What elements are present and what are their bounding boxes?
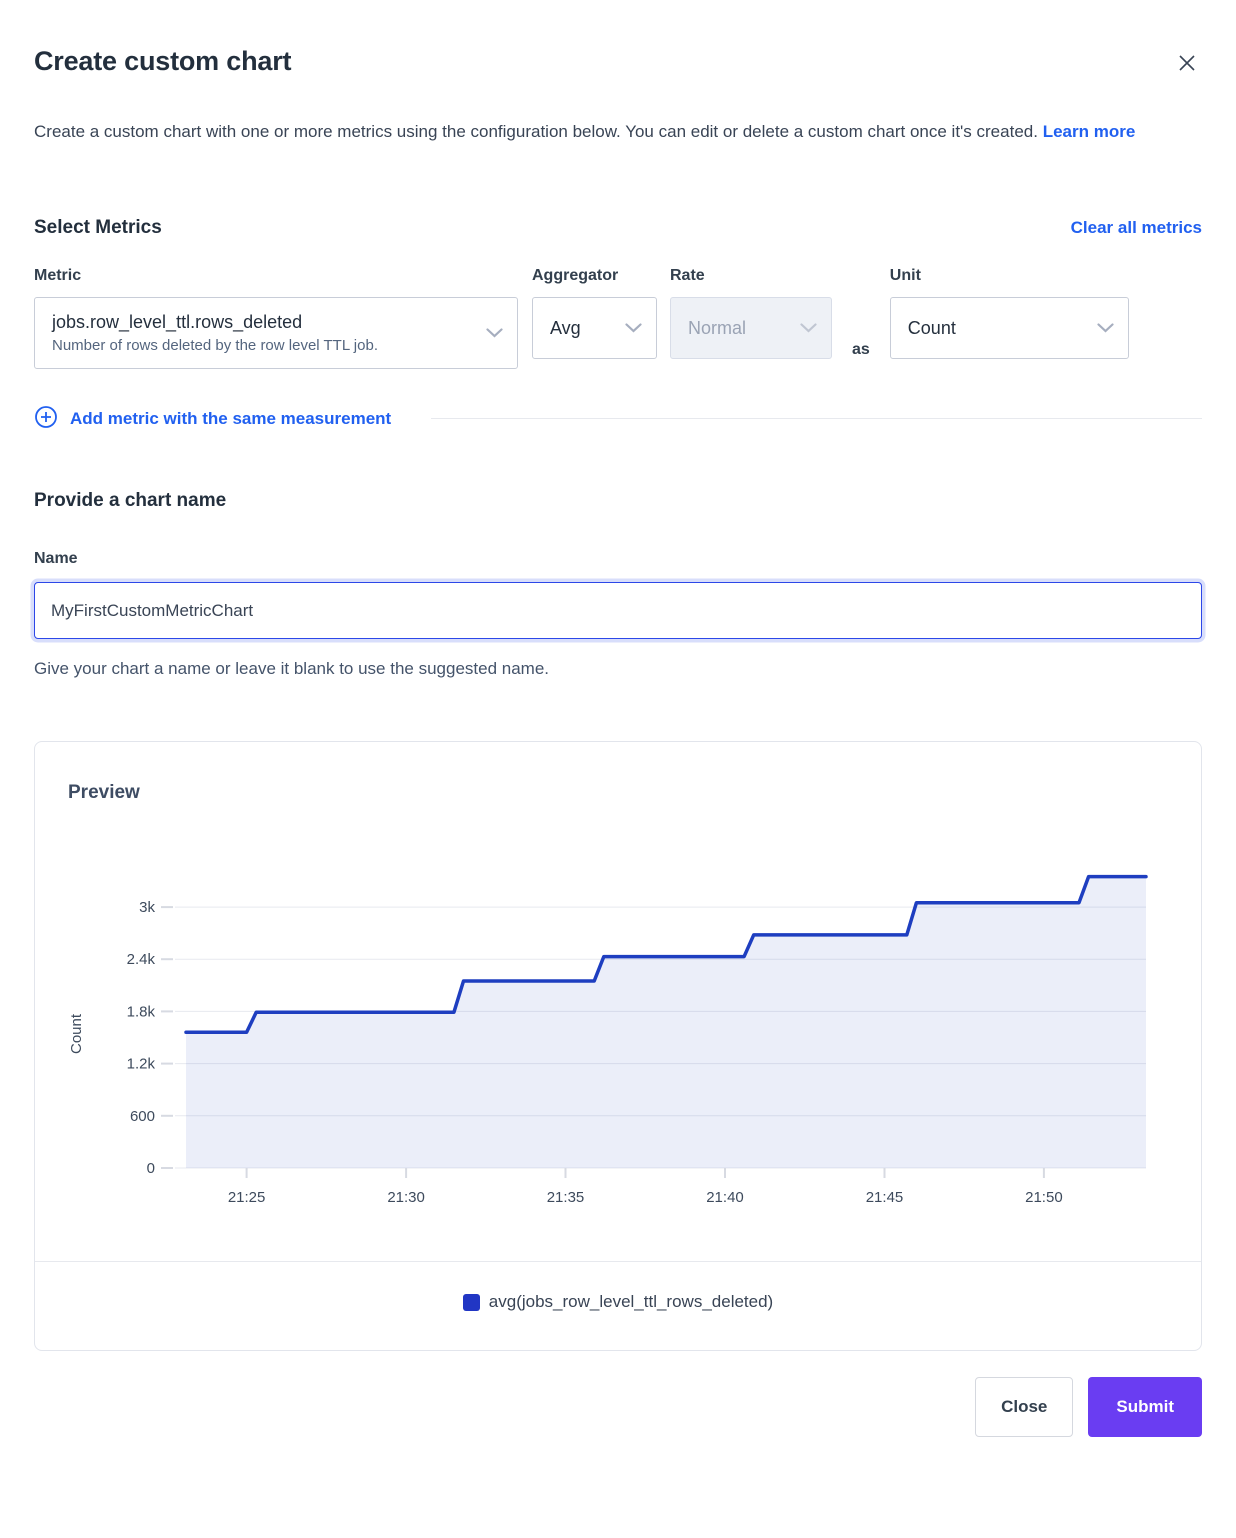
svg-text:21:35: 21:35 <box>547 1189 585 1206</box>
intro-text: Create a custom chart with one or more m… <box>34 112 1202 151</box>
add-metric-button[interactable]: Add metric with the same measurement <box>34 405 391 432</box>
svg-text:0: 0 <box>147 1160 155 1177</box>
rate-select-value: Normal <box>688 317 747 338</box>
name-input[interactable] <box>34 582 1202 639</box>
page-title: Create custom chart <box>34 46 292 76</box>
svg-text:21:25: 21:25 <box>228 1189 266 1206</box>
close-dialog-button[interactable]: Close <box>975 1377 1074 1437</box>
clear-all-metrics-link[interactable]: Clear all metrics <box>1070 218 1202 237</box>
chevron-down-icon <box>800 323 817 333</box>
rate-label: Rate <box>670 267 705 284</box>
chart-legend: avg(jobs_row_level_ttl_rows_deleted) <box>35 1261 1201 1350</box>
chevron-down-icon <box>1097 323 1114 333</box>
svg-text:21:40: 21:40 <box>706 1189 744 1206</box>
unit-select[interactable]: Count <box>889 297 1129 359</box>
preview-title: Preview <box>68 782 140 803</box>
svg-text:Count: Count <box>68 1013 85 1054</box>
name-label: Name <box>34 550 78 567</box>
aggregator-label: Aggregator <box>532 267 619 284</box>
svg-text:1.2k: 1.2k <box>127 1056 156 1073</box>
metric-select[interactable]: jobs.row_level_ttl.rows_deleted Number o… <box>34 297 518 369</box>
metric-select-description: Number of rows deleted by the row level … <box>52 337 378 354</box>
svg-text:21:45: 21:45 <box>866 1189 904 1206</box>
preview-chart: 0 600 1.2k 1.8k 2.4k 3k 21:25 21:30 21:35 21:40 21… <box>68 874 1148 1206</box>
intro-description: Create a custom chart with one or more m… <box>34 122 1038 141</box>
as-label: as <box>852 341 870 358</box>
legend-swatch <box>462 1293 480 1311</box>
submit-button[interactable]: Submit <box>1088 1377 1202 1437</box>
chevron-down-icon <box>625 323 642 333</box>
metric-select-value: jobs.row_level_ttl.rows_deleted <box>52 312 303 332</box>
chevron-down-icon <box>486 328 503 338</box>
plus-circle-icon <box>34 405 58 432</box>
create-custom-chart-modal: Create custom chart Create a custom char… <box>34 46 1202 1437</box>
rate-select: Normal <box>670 297 832 359</box>
svg-text:21:30: 21:30 <box>387 1189 425 1206</box>
svg-text:1.8k: 1.8k <box>127 1003 156 1020</box>
select-metrics-heading: Select Metrics <box>34 217 162 238</box>
aggregator-select-value: Avg <box>550 317 581 338</box>
unit-select-value: Count <box>907 317 956 338</box>
svg-text:3k: 3k <box>139 899 155 916</box>
svg-text:2.4k: 2.4k <box>127 951 156 968</box>
close-button[interactable] <box>1172 48 1202 78</box>
svg-text:600: 600 <box>130 1108 155 1125</box>
chart-name-heading: Provide a chart name <box>34 490 227 511</box>
divider <box>431 418 1202 419</box>
close-icon <box>1178 55 1196 75</box>
name-helper-text: Give your chart a name or leave it blank… <box>34 659 550 678</box>
metric-label: Metric <box>34 267 82 284</box>
unit-label: Unit <box>889 267 921 284</box>
svg-text:21:50: 21:50 <box>1025 1189 1063 1206</box>
learn-more-link[interactable]: Learn more <box>1042 122 1136 141</box>
legend-label: avg(jobs_row_level_ttl_rows_deleted) <box>488 1292 774 1311</box>
aggregator-select[interactable]: Avg <box>532 297 657 359</box>
add-metric-label: Add metric with the same measurement <box>70 408 392 428</box>
preview-card: Preview 0 600 1.2k 1.8k 2.4k 3k 21:25 21:30 21:3… <box>34 741 1202 1351</box>
